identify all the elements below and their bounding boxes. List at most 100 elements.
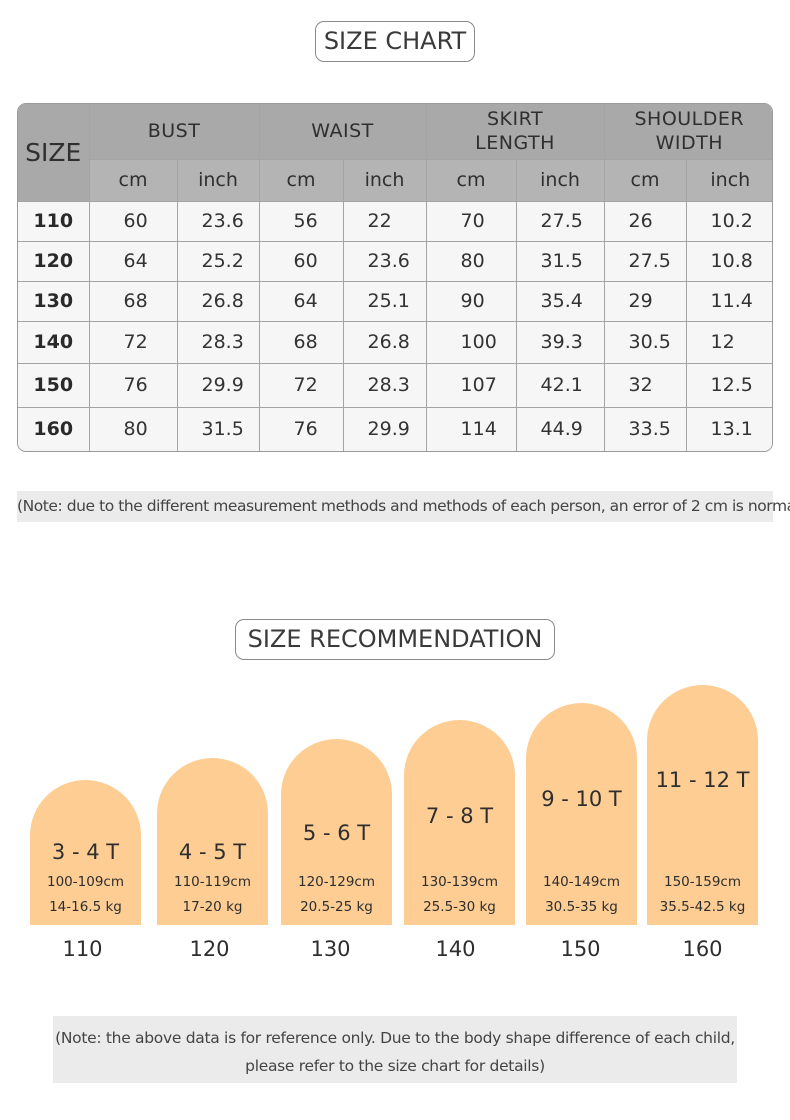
shoulder-cm-cell: 26 [603, 200, 687, 242]
size-column-header: SIZE [18, 104, 90, 202]
size-chart-title: SIZE CHART [315, 21, 475, 62]
height-range: 110-119cm [174, 874, 251, 890]
weight-range: 14-16.5 kg [49, 899, 122, 915]
shoulder-inch-cell: 12.5 [685, 362, 772, 408]
table-row: 130 68 26.8 64 25.1 90 35.4 29 11.4 [18, 280, 772, 322]
skirt-inch-header: inch [515, 158, 605, 202]
table-row: 140 72 28.3 68 26.8 100 39.3 30.5 12 [18, 320, 772, 364]
bust-cm-cell: 76 [88, 362, 178, 408]
waist-cm-cell: 64 [258, 280, 344, 322]
waist-inch-cell: 25.1 [342, 280, 427, 322]
skirt-length-header-line2: LENGTH [475, 132, 555, 155]
bust-cm-header: cm [89, 158, 178, 202]
bust-cm-cell: 80 [88, 406, 178, 451]
shoulder-cm-cell: 32 [603, 362, 687, 408]
age-range: 3 - 4 T [51, 840, 120, 864]
shoulder-width-header: SHOULDER WIDTH [603, 104, 772, 160]
height-range: 140-149cm [543, 874, 620, 890]
age-range: 4 - 5 T [178, 840, 247, 864]
weight-range: 20.5-25 kg [300, 899, 373, 915]
size-recommendation-title: SIZE RECOMMENDATION [235, 619, 555, 660]
waist-inch-header: inch [342, 158, 427, 202]
waist-cm-cell: 76 [258, 406, 344, 451]
waist-inch-cell: 23.6 [342, 240, 427, 282]
recommendation-card-110: 3 - 4 T 100-109cm 14-16.5 kg [30, 780, 141, 925]
waist-inch-cell: 26.8 [342, 320, 427, 364]
size-cell: 110 [18, 200, 90, 242]
bust-inch-cell: 23.6 [176, 200, 260, 242]
shoulder-cm-cell: 30.5 [603, 320, 687, 364]
shoulder-inch-header: inch [685, 158, 772, 202]
size-chart-table: SIZE BUST WAIST SKIRT LENGTH SHOULDER WI… [17, 103, 773, 452]
table-row: 110 60 23.6 56 22 70 27.5 26 10.2 [18, 200, 772, 242]
bust-cm-cell: 60 [88, 200, 178, 242]
weight-range: 25.5-30 kg [423, 899, 496, 915]
bust-inch-cell: 31.5 [176, 406, 260, 451]
skirt-inch-cell: 39.3 [515, 320, 605, 364]
waist-cm-cell: 68 [258, 320, 344, 364]
height-range: 120-129cm [298, 874, 375, 890]
size-cell: 150 [18, 362, 90, 408]
waist-inch-cell: 29.9 [342, 406, 427, 451]
shoulder-cm-cell: 29 [603, 280, 687, 322]
skirt-inch-cell: 42.1 [515, 362, 605, 408]
shoulder-inch-cell: 11.4 [685, 280, 772, 322]
skirt-cm-cell: 114 [425, 406, 517, 451]
bust-inch-cell: 28.3 [176, 320, 260, 364]
skirt-inch-cell: 44.9 [515, 406, 605, 451]
height-range: 130-139cm [421, 874, 498, 890]
skirt-cm-cell: 70 [425, 200, 517, 242]
weight-range: 17-20 kg [182, 899, 243, 915]
age-range: 11 - 12 T [655, 768, 750, 792]
skirt-inch-cell: 27.5 [515, 200, 605, 242]
shoulder-inch-cell: 13.1 [685, 406, 772, 451]
size-cell: 160 [18, 406, 90, 451]
skirt-length-header-line1: SKIRT [487, 108, 544, 131]
table-row: 150 76 29.9 72 28.3 107 42.1 32 12.5 [18, 362, 772, 408]
skirt-length-header: SKIRT LENGTH [425, 104, 605, 160]
bust-cm-cell: 72 [88, 320, 178, 364]
recommendation-note-line2: please refer to the size chart for detai… [245, 1057, 545, 1075]
size-label: 160 [682, 937, 723, 961]
age-range: 9 - 10 T [541, 787, 622, 811]
size-label: 120 [189, 937, 230, 961]
waist-cm-cell: 56 [258, 200, 344, 242]
size-cell: 130 [18, 280, 90, 322]
recommendation-card-130: 5 - 6 T 120-129cm 20.5-25 kg [281, 739, 392, 925]
bust-cm-cell: 68 [88, 280, 178, 322]
skirt-cm-cell: 90 [425, 280, 517, 322]
waist-inch-cell: 28.3 [342, 362, 427, 408]
bust-inch-header: inch [176, 158, 260, 202]
size-label: 110 [62, 937, 103, 961]
bust-inch-cell: 26.8 [176, 280, 260, 322]
size-label: 140 [435, 937, 476, 961]
table-row: 160 80 31.5 76 29.9 114 44.9 33.5 13.1 [18, 406, 772, 451]
recommendation-card-160: 11 - 12 T 150-159cm 35.5-42.5 kg [647, 685, 758, 925]
skirt-inch-cell: 35.4 [515, 280, 605, 322]
bust-inch-cell: 25.2 [176, 240, 260, 282]
waist-cm-header: cm [258, 158, 344, 202]
waist-cm-cell: 72 [258, 362, 344, 408]
waist-inch-cell: 22 [342, 200, 427, 242]
waist-header: WAIST [258, 104, 427, 160]
bust-inch-cell: 29.9 [176, 362, 260, 408]
recommendation-card-140: 7 - 8 T 130-139cm 25.5-30 kg [404, 720, 515, 925]
size-label: 150 [560, 937, 601, 961]
skirt-cm-cell: 80 [425, 240, 517, 282]
size-label: 130 [310, 937, 351, 961]
age-range: 5 - 6 T [302, 821, 371, 845]
skirt-cm-cell: 107 [425, 362, 517, 408]
bust-header: BUST [88, 104, 260, 160]
shoulder-cm-cell: 27.5 [603, 240, 687, 282]
recommendation-card-150: 9 - 10 T 140-149cm 30.5-35 kg [526, 703, 637, 925]
height-range: 100-109cm [47, 874, 124, 890]
recommendation-note: (Note: the above data is for reference o… [53, 1016, 737, 1083]
age-range: 7 - 8 T [425, 804, 494, 828]
recommendation-card-120: 4 - 5 T 110-119cm 17-20 kg [157, 758, 268, 925]
height-range: 150-159cm [664, 874, 741, 890]
bust-cm-cell: 64 [88, 240, 178, 282]
shoulder-width-header-line2: WIDTH [655, 132, 723, 155]
shoulder-inch-cell: 10.8 [685, 240, 772, 282]
weight-range: 35.5-42.5 kg [659, 899, 746, 915]
size-cell: 140 [18, 320, 90, 364]
